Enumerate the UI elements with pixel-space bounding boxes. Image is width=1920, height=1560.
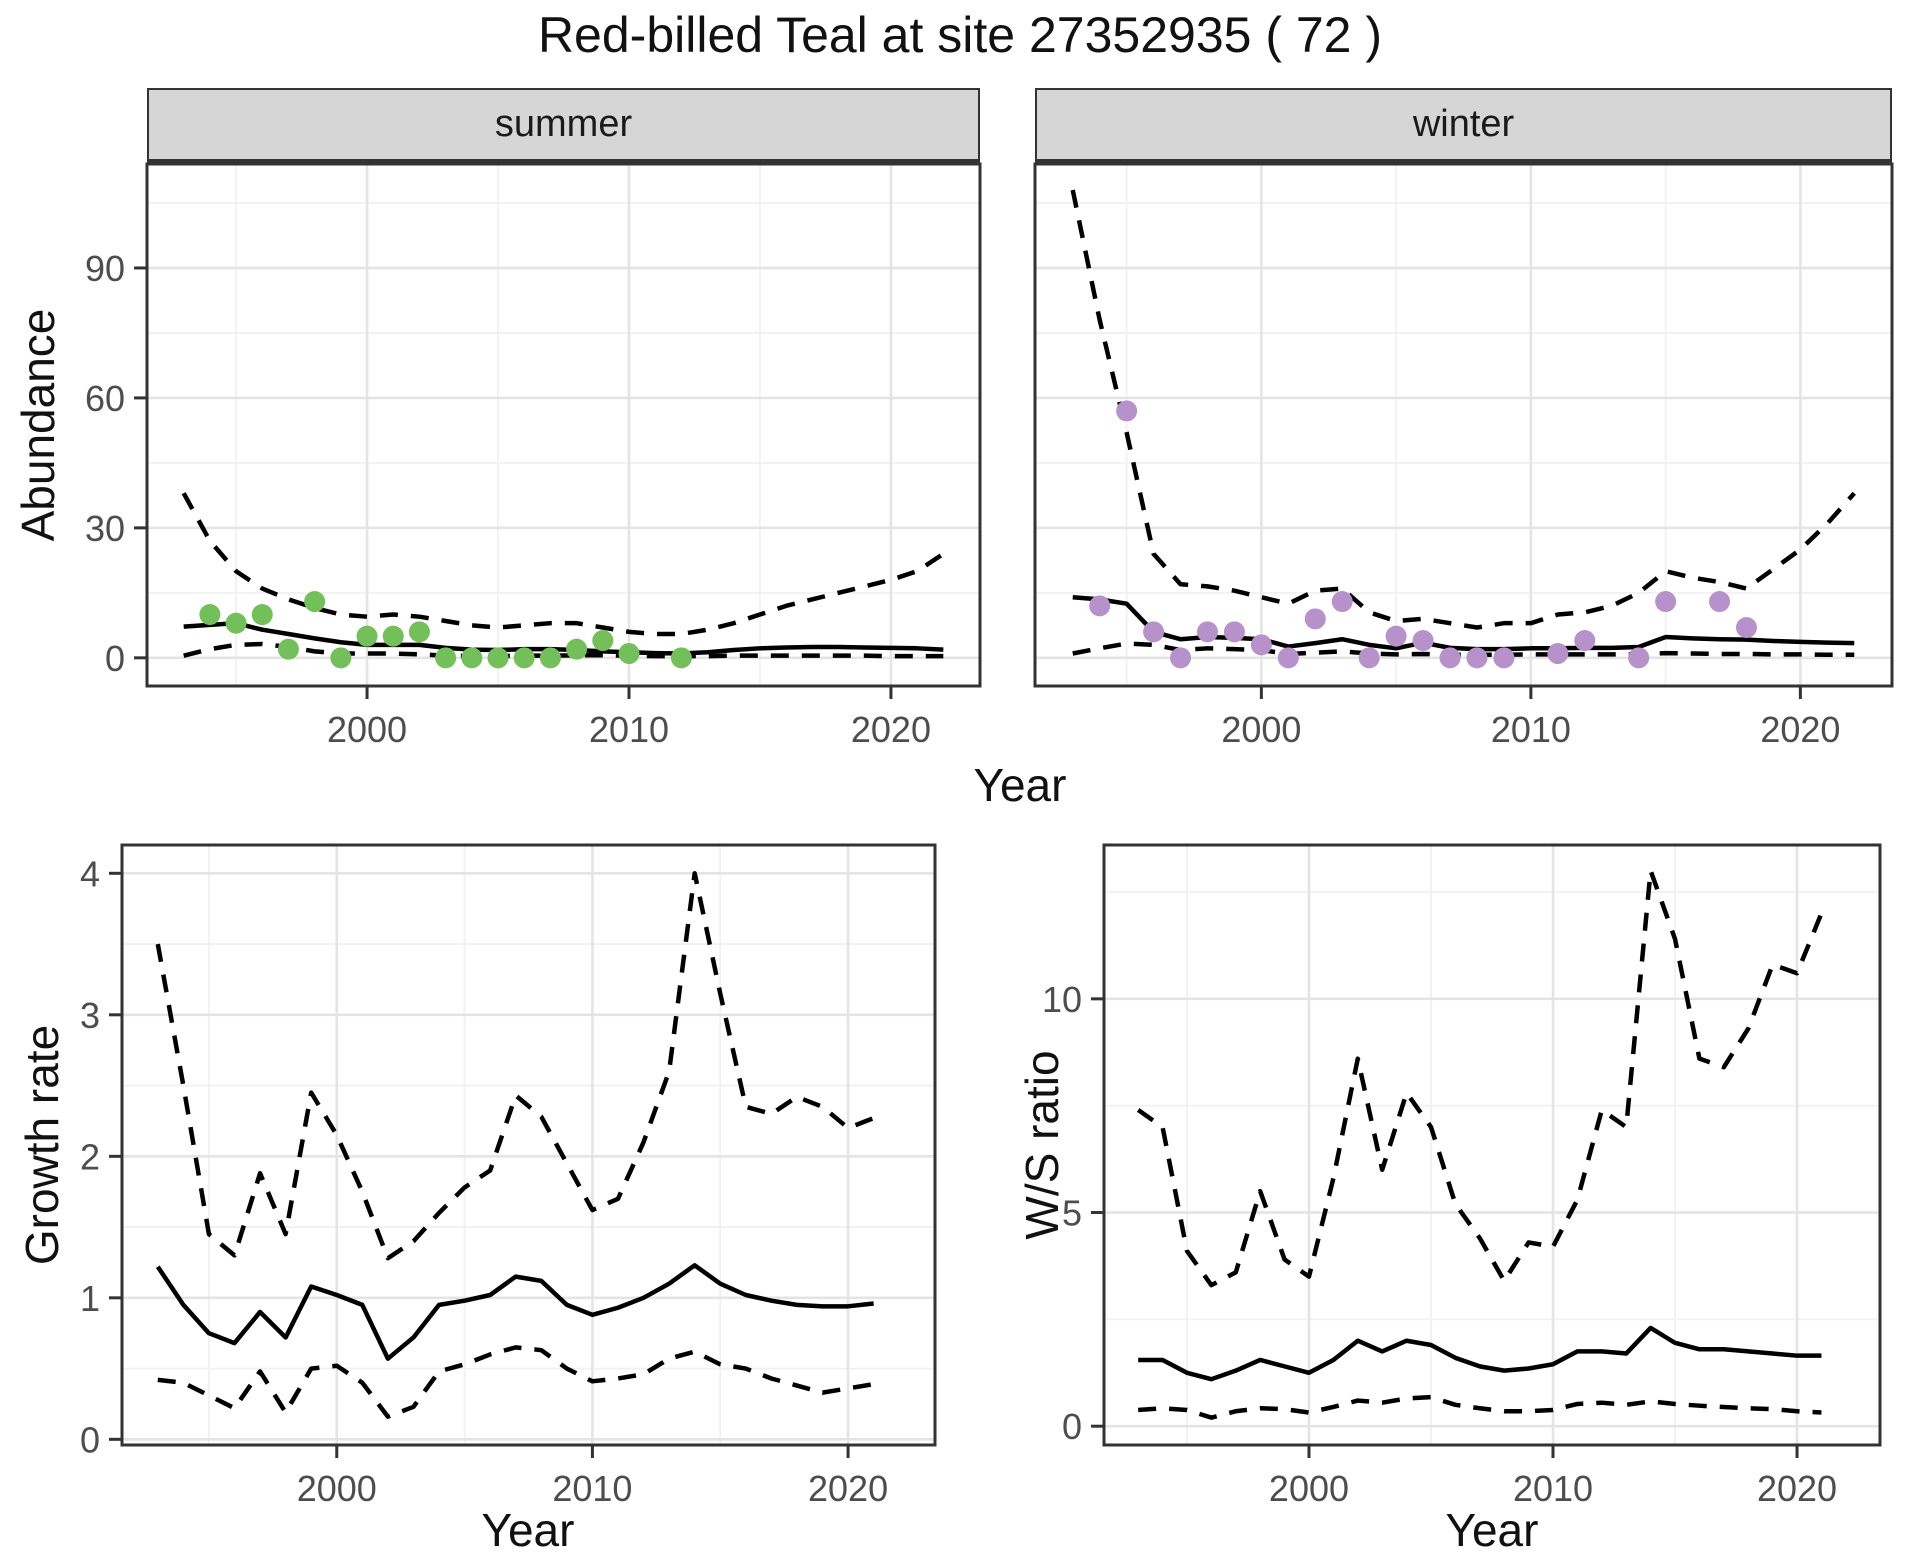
x-tick-label: 2000 [297,1468,377,1509]
observation-point [566,638,588,660]
observation-point [1439,647,1461,669]
observation-point [1196,621,1218,643]
y-axis-title-growth-rate: Growth rate [16,1024,68,1266]
observation-point [670,647,692,669]
ci-line [1070,189,1856,630]
panel-border [145,162,982,688]
facet-strip-label-winter: winter [1412,103,1515,145]
panel-border [1102,843,1882,1447]
fit-line [155,1263,874,1361]
abundance_winter-panel: 2000 2010 2020 [1033,162,1894,750]
x-tick-label: 2000 [1269,1468,1349,1509]
ci-line [1136,868,1824,1288]
ci-line [155,871,875,1261]
x-axis-title-year-bottom-right: Year [1445,1504,1539,1556]
observation-point [1547,643,1569,665]
ci-line [157,1345,875,1419]
observation-point [1493,647,1515,669]
y-tick-label: 2 [80,1136,100,1177]
observation-point [1170,647,1192,669]
y-axis-title-ws-ratio: W/S ratio [1016,1050,1068,1240]
x-tick-label: 2000 [327,709,407,750]
y-tick-label: 5 [1062,1193,1082,1234]
observation-point [225,612,247,634]
observation-point [539,647,561,669]
x-tick-label: 2010 [589,709,669,750]
observation-point [408,621,430,643]
y-tick-label: 30 [85,508,125,549]
facet-strip-label-summer: summer [494,103,633,145]
y-tick-label: 90 [85,248,125,289]
observation-point [618,643,640,665]
x-tick-label: 2020 [808,1468,888,1509]
ci-line [183,641,944,659]
observation-point [1331,591,1353,613]
observation-point [1466,647,1488,669]
observation-point [1089,595,1111,617]
observation-point [1628,647,1650,669]
facet-strip-winter: winter [1035,88,1892,164]
fit-line [1138,1325,1822,1382]
observation-point [1574,630,1596,652]
y-tick-label: 0 [105,638,125,679]
observation-point [1250,634,1272,656]
ci-line [1072,641,1855,658]
ci-line [181,492,945,637]
x-tick-label: 2020 [1757,1468,1837,1509]
x-axis-title-year-bottom-left: Year [481,1504,575,1556]
observation-point [330,647,352,669]
x-tick-label: 2020 [1760,709,1840,750]
y-tick-label: 0 [1062,1406,1082,1447]
ws_ratio-panel: 2000 2010 2020 0 5 10 [1042,843,1882,1509]
x-tick-label: 2010 [552,1468,632,1509]
observation-point [1223,621,1245,643]
observation-point [1655,591,1677,613]
observation-point [382,625,404,647]
x-tick-label: 2020 [851,709,931,750]
y-tick-label: 4 [80,853,100,894]
y-tick-label: 0 [80,1419,100,1460]
growth_rate-panel: 2000 2010 2020 0 1 2 3 4 [80,843,937,1509]
chart-title: Red-billed Teal at site 27352935 ( 72 ) [537,7,1383,63]
y-tick-label: 60 [85,378,125,419]
observation-point [487,647,509,669]
x-axis-title-year-top: Year [973,759,1067,811]
observation-point [1143,621,1165,643]
observation-point [1709,591,1731,613]
observation-point [461,647,483,669]
fit-line [183,620,944,656]
panel-border [120,843,937,1447]
observation-point [435,647,457,669]
observation-point [1277,647,1299,669]
observation-point [1304,608,1326,630]
x-tick-label: 2000 [1221,709,1301,750]
observation-point [251,604,273,626]
x-tick-label: 2010 [1491,709,1571,750]
observation-point [1116,400,1138,422]
ci-line [1138,1394,1822,1420]
observation-point [1358,647,1380,669]
observation-point [1735,617,1757,639]
y-axis-title-abundance: Abundance [12,308,64,542]
y-tick-label: 3 [80,995,100,1036]
observation-point [1385,625,1407,647]
y-tick-label: 10 [1042,979,1082,1020]
observation-point [304,591,326,613]
y-tick-label: 1 [80,1278,100,1319]
observation-point [513,647,535,669]
x-tick-label: 2010 [1513,1468,1593,1509]
observation-point [1412,630,1434,652]
panel-border [1033,162,1894,688]
observation-point [356,625,378,647]
observation-point [592,630,614,652]
abundance_summer-panel: 2000 2010 2020 0 30 60 90 [85,162,982,750]
observation-point [199,604,221,626]
facet-strip-summer: summer [147,88,980,164]
observation-point [277,638,299,660]
